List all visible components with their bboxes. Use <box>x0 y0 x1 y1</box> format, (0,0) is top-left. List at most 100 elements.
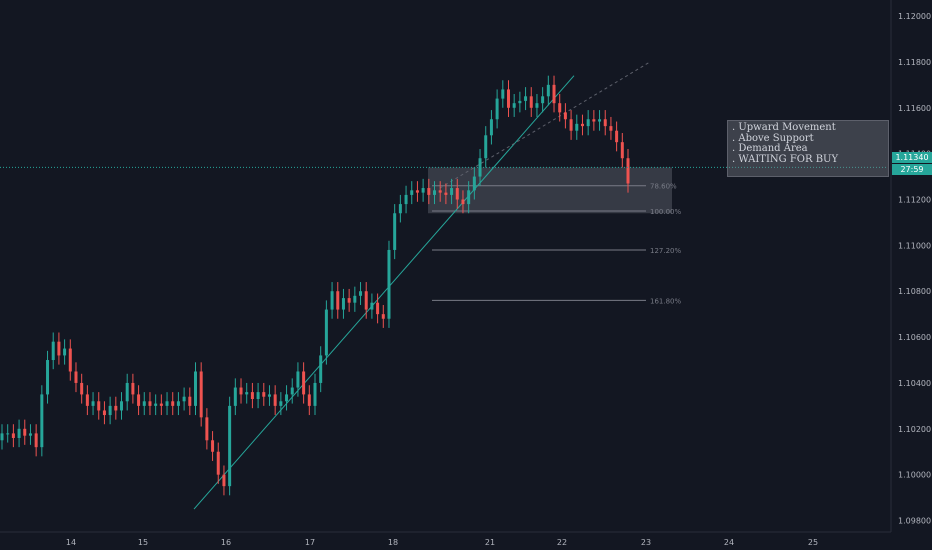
y-tick-label: 1.10800 <box>898 287 931 296</box>
note-line-4: . WAITING FOR BUY <box>732 155 888 166</box>
candle-body <box>1 433 4 440</box>
y-tick-label: 1.11200 <box>898 196 931 205</box>
candlestick-series <box>1 76 630 496</box>
candle-body <box>490 119 493 135</box>
candle-body <box>535 103 538 108</box>
candle-body <box>530 96 533 107</box>
candle-body <box>621 142 624 158</box>
candle-body <box>6 433 9 434</box>
candle-body <box>200 371 203 417</box>
demand-zone <box>428 167 672 213</box>
candle-body <box>564 112 567 119</box>
candle-body <box>228 406 231 486</box>
candle-body <box>575 124 578 131</box>
candle-body <box>240 388 243 395</box>
candle-body <box>604 119 607 126</box>
x-tick-label: 23 <box>641 538 651 547</box>
candle-body <box>484 135 487 158</box>
candle-body <box>587 119 590 126</box>
y-tick-label: 1.09800 <box>898 517 931 526</box>
candle-body <box>365 291 368 309</box>
candle-body <box>279 401 282 406</box>
candle-body <box>296 371 299 387</box>
candle-body <box>92 401 95 406</box>
y-tick-label: 1.11800 <box>898 58 931 67</box>
trendline <box>194 76 574 509</box>
candle-body <box>29 433 32 435</box>
y-axis-labels[interactable]: 1.120001.118001.116001.114001.112001.110… <box>898 12 931 525</box>
candle-body <box>450 188 453 195</box>
candle-body <box>46 360 49 394</box>
candle-body <box>205 417 208 440</box>
candle-body <box>154 404 157 406</box>
x-tick-label: 21 <box>485 538 495 547</box>
candle-body <box>177 401 180 406</box>
y-tick-label: 1.10400 <box>898 379 931 388</box>
candle-body <box>570 119 573 130</box>
candle-body <box>69 349 72 372</box>
candle-body <box>399 204 402 213</box>
candle-body <box>137 394 140 405</box>
candle-body <box>63 349 66 356</box>
x-tick-label: 22 <box>557 538 567 547</box>
candle-body <box>120 401 123 410</box>
x-tick-label: 16 <box>221 538 231 547</box>
candle-body <box>518 101 521 103</box>
candle-body <box>348 298 351 303</box>
candle-body <box>353 296 356 303</box>
candle-body <box>308 394 311 405</box>
candle-body <box>18 429 21 438</box>
candle-body <box>592 119 595 121</box>
x-tick-label: 15 <box>138 538 148 547</box>
candle-body <box>524 96 527 101</box>
candle-body <box>291 388 294 395</box>
candle-body <box>23 429 26 436</box>
candle-body <box>40 394 43 447</box>
current-price-badge: 1.11340 <box>892 152 932 163</box>
candle-body <box>251 392 254 399</box>
candle-body <box>427 188 430 195</box>
analysis-note-box[interactable]: . Upward Movement . Above Support . Dema… <box>727 120 889 177</box>
note-line-1: . Upward Movement <box>732 123 888 134</box>
candle-body <box>473 177 476 191</box>
candle-body <box>513 103 516 108</box>
candle-body <box>114 406 117 411</box>
candle-body <box>52 342 55 360</box>
candle-body <box>257 392 260 399</box>
candle-body <box>507 89 510 107</box>
candle-body <box>370 303 373 310</box>
candle-body <box>285 394 288 401</box>
candle-body <box>103 410 106 415</box>
candle-body <box>558 103 561 112</box>
candle-body <box>598 119 601 121</box>
candle-body <box>262 392 265 397</box>
candle-body <box>336 291 339 309</box>
y-tick-label: 1.11000 <box>898 241 931 250</box>
candle-body <box>302 371 305 394</box>
x-axis-labels[interactable]: 14 15 16 17 18 21 22 23 24 25 <box>66 538 818 547</box>
candle-body <box>342 298 345 309</box>
candle-body <box>376 303 379 314</box>
candle-body <box>109 406 112 415</box>
candle-body <box>80 383 83 394</box>
candle-body <box>274 394 277 405</box>
candle-body <box>541 96 544 103</box>
y-tick-label: 1.10600 <box>898 333 931 342</box>
x-tick-label: 25 <box>808 538 818 547</box>
candle-body <box>461 200 464 205</box>
x-tick-label: 14 <box>66 538 76 547</box>
candle-body <box>444 193 447 195</box>
candle-body <box>86 394 89 405</box>
candle-body <box>501 89 504 98</box>
candle-body <box>234 388 237 406</box>
candle-body <box>74 371 77 382</box>
candle-body <box>387 250 390 319</box>
trendline-layer <box>194 62 650 509</box>
candle-body <box>171 401 174 406</box>
x-tick-label: 18 <box>388 538 398 547</box>
candle-body <box>57 342 60 356</box>
candle-body <box>188 397 191 406</box>
candle-body <box>410 190 413 195</box>
candle-body <box>35 433 38 447</box>
